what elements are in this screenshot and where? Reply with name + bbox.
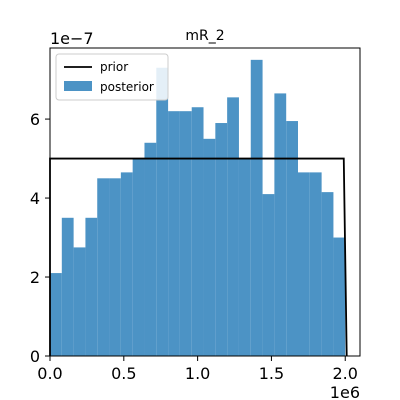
posterior-bar [298,172,310,356]
axes-frame [49,47,361,357]
posterior-bar [227,97,239,356]
posterior-bar [333,237,346,356]
posterior-bar [179,111,192,356]
y-tick-label: 2 [30,268,40,287]
posterior-bar [156,67,169,356]
legend-prior-label: prior [100,60,128,74]
posterior-bar [120,172,133,356]
y-tick-label: 6 [30,110,40,129]
posterior-bar [85,217,98,356]
posterior-bar [309,172,322,356]
posterior-bar [61,217,74,356]
x-offset-label: 1e6 [330,383,360,400]
legend: prior posterior [55,53,169,101]
posterior-bar [321,192,334,356]
posterior-bar [132,158,145,356]
x-tick-label: 0.5 [111,364,136,383]
posterior-bars [50,59,346,357]
x-tick-label: 1.5 [259,364,284,383]
posterior-bar [286,121,298,356]
chart-title: mR_2 [185,28,224,44]
posterior-bar [274,93,287,357]
x-tick-label: 1.0 [185,364,210,383]
x-axis-ticks: 0.0 0.5 1.0 1.5 2.0 [37,356,358,383]
posterior-bar [73,247,86,356]
posterior-bar [191,107,204,356]
y-offset-label: 1e−7 [50,29,94,48]
x-tick-label: 0.0 [37,364,62,383]
y-axis-ticks: 0 2 4 6 [30,110,50,366]
posterior-bar [109,178,121,356]
posterior-bar [144,142,157,356]
posterior-bar [215,123,228,357]
posterior-bar [203,138,216,356]
posterior-bar [250,59,263,356]
posterior-bar [262,194,275,356]
posterior-bar [168,111,180,356]
posterior-bar [238,158,251,356]
y-tick-label: 4 [30,189,40,208]
y-tick-label: 0 [30,347,40,366]
posterior-bar [50,273,62,356]
posterior-bar [97,178,110,356]
legend-posterior-swatch [64,81,92,91]
x-tick-label: 2.0 [333,364,358,383]
legend-posterior-label: posterior [100,80,154,94]
